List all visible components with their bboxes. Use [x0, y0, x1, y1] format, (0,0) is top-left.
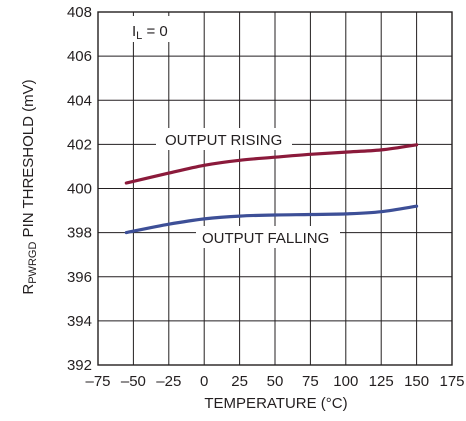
y-tick-label: 398 [67, 225, 92, 242]
falling-series-label-group: OUTPUT FALLING [196, 226, 340, 248]
y-tick-label: 402 [67, 136, 92, 153]
condition-suffix: = 0 [142, 23, 167, 40]
y-tick-label: 404 [67, 92, 92, 109]
x-tick-label: 175 [439, 373, 464, 390]
y-tick-label: 396 [67, 269, 92, 286]
condition-subscript: L [136, 30, 142, 42]
y-axis-title: RPWRGD PIN THRESHOLD (mV) [20, 79, 39, 294]
x-tick-label: 0 [200, 373, 208, 390]
y-tick-label: 392 [67, 357, 92, 374]
y-tick-label: 406 [67, 48, 92, 65]
condition-label: IL = 0 [128, 16, 183, 42]
x-tick-label: 25 [231, 373, 248, 390]
condition-label-bg [128, 16, 183, 42]
y-axis-title-prefix: R [20, 284, 37, 295]
y-tick-label: 400 [67, 181, 92, 198]
y-axis-title-subscript: PWRGD [27, 242, 39, 284]
y-tick-labels: 392 394 396 398 400 402 404 406 408 [67, 4, 92, 374]
svg-text:IL = 0: IL = 0 [132, 23, 168, 42]
x-tick-labels: –75 –50 –25 0 25 50 75 100 125 150 175 [85, 373, 464, 390]
x-tick-label: –75 [85, 373, 110, 390]
rising-label-bg [156, 128, 292, 150]
x-tick-label: 50 [267, 373, 284, 390]
y-tick-label: 394 [67, 313, 92, 330]
x-tick-label: 75 [302, 373, 319, 390]
rising-series-label: OUTPUT RISING [165, 132, 282, 149]
x-tick-label: 125 [369, 373, 394, 390]
series-layer [124, 143, 419, 235]
y-tick-label: 408 [67, 4, 92, 21]
x-tick-label: –25 [156, 373, 181, 390]
x-axis-title: TEMPERATURE (°C) [204, 395, 347, 412]
x-tick-label: 100 [333, 373, 358, 390]
x-tick-label: 150 [404, 373, 429, 390]
grid [97, 11, 453, 366]
falling-label-bg [196, 226, 340, 248]
condition-prefix: I [132, 23, 136, 40]
x-tick-label: –50 [121, 373, 146, 390]
output-rising-line [124, 143, 419, 185]
falling-series-label: OUTPUT FALLING [202, 230, 329, 247]
y-axis-title-suffix: PIN THRESHOLD (mV) [20, 79, 37, 241]
output-falling-line [124, 204, 419, 235]
rising-series-label-group: OUTPUT RISING [156, 128, 292, 150]
plot-frame [97, 11, 453, 366]
